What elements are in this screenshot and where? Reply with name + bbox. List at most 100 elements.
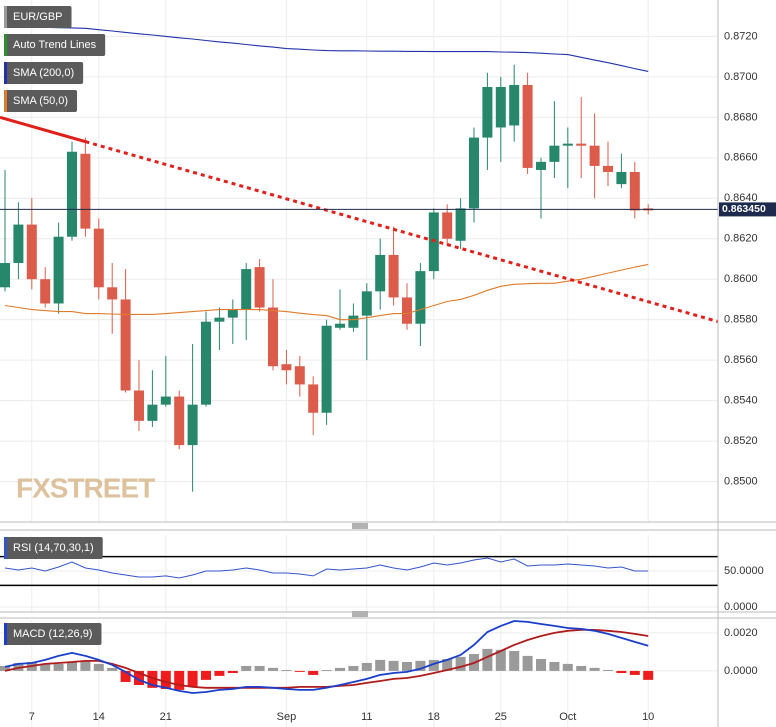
candle-body bbox=[589, 145, 600, 166]
y-tick-label: 0.8720 bbox=[724, 30, 758, 42]
candle-body bbox=[402, 297, 412, 324]
candle-body bbox=[187, 404, 198, 446]
x-tick-label: 21 bbox=[160, 711, 172, 723]
drag-handle[interactable] bbox=[352, 523, 368, 617]
x-tick-label: Oct bbox=[559, 711, 576, 723]
trend-line-extension bbox=[84, 140, 719, 324]
candle-body bbox=[281, 364, 292, 371]
legend-label: RSI (14,70,30,1) bbox=[13, 542, 94, 554]
watermark: FXSTREET bbox=[16, 472, 155, 503]
histogram-bar bbox=[375, 659, 386, 671]
y-tick-label: 0.8680 bbox=[724, 111, 758, 123]
histogram-bar bbox=[147, 670, 158, 688]
candle-body bbox=[201, 321, 211, 405]
histogram-bar bbox=[549, 662, 560, 671]
y-tick-label: 0.8580 bbox=[724, 314, 758, 326]
y-tick-label: 0.0020 bbox=[724, 627, 758, 639]
candle-body bbox=[160, 396, 171, 405]
histogram-bar bbox=[455, 656, 466, 671]
legend-label: SMA (200,0) bbox=[13, 67, 74, 79]
candle-body bbox=[147, 404, 158, 421]
histogram-bar bbox=[254, 665, 265, 671]
candle-body bbox=[495, 87, 506, 128]
histogram-bar bbox=[187, 670, 198, 687]
legend-swatch bbox=[4, 34, 7, 56]
candle-body bbox=[227, 309, 238, 318]
x-tick-label: 10 bbox=[642, 711, 654, 723]
histogram-bar bbox=[509, 650, 520, 671]
histogram-bar bbox=[321, 669, 332, 671]
histogram-bar bbox=[120, 670, 131, 682]
labels: 7 14 21 Sep 11 18 25 Oct 10 0.8500 0.8520 0.8540 0.8… bbox=[4, 6, 776, 723]
candle-body bbox=[469, 137, 479, 209]
legend-box bbox=[4, 537, 103, 559]
histogram-bar bbox=[495, 649, 506, 671]
candle-body bbox=[536, 161, 546, 170]
x-tick-label: 25 bbox=[495, 711, 507, 723]
plot bbox=[0, 25, 719, 694]
histogram-bar bbox=[361, 662, 372, 671]
last-price-box bbox=[719, 202, 776, 217]
y-tick-label: 50.0000 bbox=[724, 565, 764, 577]
histogram-bar bbox=[214, 670, 225, 676]
legend-swatch bbox=[4, 623, 7, 645]
candle-body bbox=[107, 287, 118, 300]
legend-label: SMA (50,0) bbox=[13, 95, 68, 107]
y-tick-label: 0.8600 bbox=[724, 273, 758, 285]
trend-line bbox=[0, 115, 86, 144]
histogram-bar bbox=[616, 670, 627, 674]
histogram-bar bbox=[589, 667, 600, 671]
legend-label: Auto Trend Lines bbox=[13, 39, 97, 51]
histogram-bar bbox=[134, 670, 144, 685]
candle-body bbox=[335, 323, 345, 328]
rsi-line bbox=[4, 557, 649, 579]
candle-body bbox=[321, 325, 332, 413]
legend-box bbox=[4, 62, 84, 84]
histogram-bar bbox=[522, 655, 533, 671]
candle-body bbox=[616, 171, 627, 185]
candle-body bbox=[214, 317, 225, 322]
y-tick-label: 0.8660 bbox=[724, 152, 758, 164]
histogram-bar bbox=[160, 670, 171, 689]
histogram-bar bbox=[13, 662, 24, 671]
candle-body bbox=[268, 307, 278, 367]
histogram-bar bbox=[576, 665, 587, 671]
x-tick-label: 14 bbox=[93, 711, 105, 723]
candle-body bbox=[80, 153, 91, 229]
histogram-bar bbox=[603, 669, 613, 671]
candle-body bbox=[40, 279, 51, 304]
y-tick-label: 0.8620 bbox=[724, 233, 758, 245]
candle-body bbox=[375, 254, 386, 292]
last-price-label: 0.863450 bbox=[722, 203, 766, 215]
histogram-bar bbox=[402, 662, 412, 671]
x-tick-label: 7 bbox=[29, 711, 35, 723]
histogram-bar bbox=[388, 660, 399, 671]
y-tick-label: 0.8520 bbox=[724, 435, 758, 447]
histogram-bar bbox=[348, 665, 359, 671]
candle-body bbox=[0, 263, 10, 288]
legend-swatch bbox=[4, 62, 7, 84]
candle-body bbox=[241, 269, 252, 310]
y-tick-label: 0.8540 bbox=[724, 395, 758, 407]
candle-body bbox=[576, 143, 587, 146]
legend-label: EUR/GBP bbox=[13, 11, 63, 23]
candle-body bbox=[134, 390, 144, 421]
histogram-bar bbox=[536, 658, 546, 671]
legend-box bbox=[4, 623, 102, 645]
candle-body bbox=[120, 299, 131, 391]
candle-body bbox=[455, 208, 466, 241]
histogram-bar bbox=[201, 670, 211, 680]
histogram-bar bbox=[482, 648, 493, 671]
legend-swatch bbox=[4, 6, 7, 28]
y-tick-label: 0.8500 bbox=[724, 475, 758, 487]
candle-body bbox=[509, 84, 520, 126]
y-tick-label: 0.0000 bbox=[724, 601, 758, 613]
candle-body bbox=[522, 84, 533, 168]
histogram-bar bbox=[227, 670, 238, 674]
candle-body bbox=[415, 271, 426, 324]
legend-label: MACD (12,26,9) bbox=[13, 628, 92, 640]
histogram-bar bbox=[80, 660, 91, 671]
histogram-bar bbox=[40, 663, 51, 671]
histogram-bar bbox=[643, 670, 654, 680]
candle-body bbox=[348, 315, 359, 328]
